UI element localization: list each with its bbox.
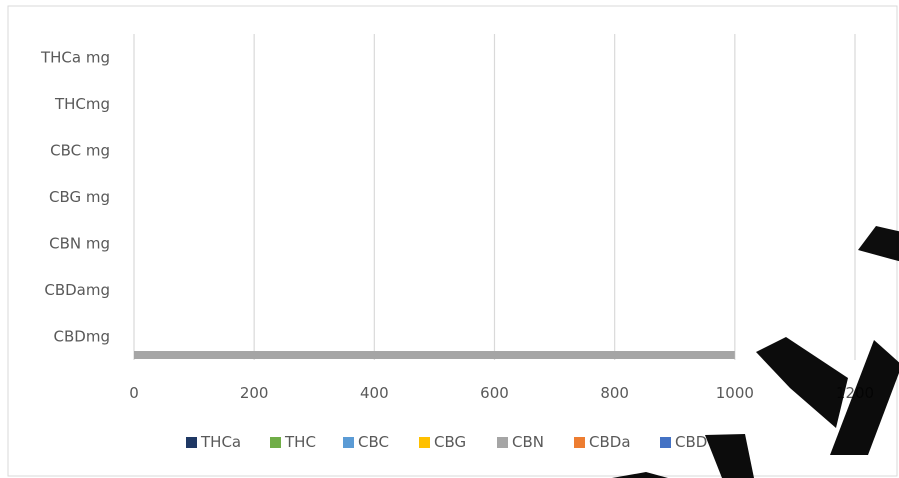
legend-item-cbd: CBD bbox=[660, 433, 707, 451]
watermark-stroke-5 bbox=[612, 472, 668, 478]
x-tick-label: 600 bbox=[480, 384, 509, 402]
x-tick-label: 1000 bbox=[716, 384, 754, 402]
legend: THCa THC CBC CBG CBN CBDa CBD bbox=[186, 433, 707, 451]
category-label: CBDamg bbox=[44, 281, 110, 299]
category-label: CBDmg bbox=[54, 328, 110, 346]
legend-label: CBD bbox=[675, 433, 707, 451]
legend-label: CBC bbox=[358, 433, 389, 451]
category-label: CBG mg bbox=[49, 188, 110, 206]
x-tick-label: 200 bbox=[240, 384, 269, 402]
legend-item-cbg: CBG bbox=[419, 433, 466, 451]
legend-swatch bbox=[497, 437, 508, 448]
legend-label: CBN bbox=[512, 433, 544, 451]
bar-cbn-6 bbox=[134, 351, 735, 359]
bars bbox=[134, 351, 735, 359]
x-tick-label: 400 bbox=[360, 384, 389, 402]
category-label: THCa mg bbox=[40, 48, 110, 66]
x-tick-labels: 020040060080010001200 bbox=[129, 384, 874, 402]
legend-label: THC bbox=[284, 433, 316, 451]
legend-swatch bbox=[186, 437, 197, 448]
gridlines bbox=[133, 34, 856, 360]
category-label: CBN mg bbox=[49, 235, 110, 253]
watermark-stroke-3 bbox=[756, 337, 848, 428]
legend-item-thc: THC bbox=[270, 433, 316, 451]
legend-label: THCa bbox=[200, 433, 241, 451]
watermark bbox=[612, 226, 899, 478]
legend-item-cbc: CBC bbox=[343, 433, 389, 451]
x-tick-label: 800 bbox=[600, 384, 629, 402]
legend-swatch bbox=[419, 437, 430, 448]
category-label: THCmg bbox=[54, 95, 110, 113]
watermark-stroke-1 bbox=[830, 340, 899, 455]
watermark-stroke-2 bbox=[858, 226, 899, 262]
legend-item-cbda: CBDa bbox=[574, 433, 631, 451]
category-label: CBC mg bbox=[50, 141, 110, 159]
legend-swatch bbox=[343, 437, 354, 448]
chart-area-border bbox=[7, 5, 898, 477]
watermark-stroke-4 bbox=[705, 434, 754, 478]
category-labels: THCa mg THCmg CBC mg CBG mg CBN mg CBDamg CBDm… bbox=[40, 48, 110, 345]
legend-label: CBDa bbox=[589, 433, 631, 451]
x-tick-label: 0 bbox=[129, 384, 139, 402]
legend-swatch bbox=[660, 437, 671, 448]
legend-swatch bbox=[270, 437, 281, 448]
legend-item-cbn: CBN bbox=[497, 433, 544, 451]
legend-item-thca: THCa bbox=[186, 433, 241, 451]
legend-swatch bbox=[574, 437, 585, 448]
legend-label: CBG bbox=[434, 433, 466, 451]
